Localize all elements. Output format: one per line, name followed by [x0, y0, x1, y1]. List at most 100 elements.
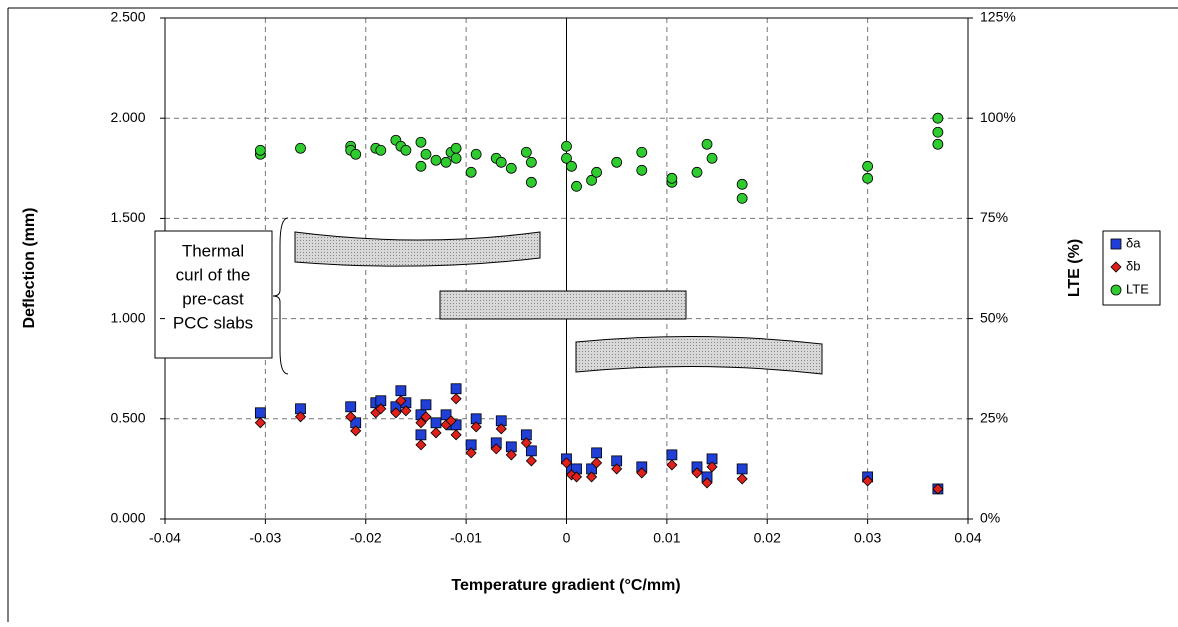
annotation-line: PCC slabs — [173, 313, 253, 332]
point — [254, 417, 266, 429]
point — [666, 459, 678, 471]
point — [636, 146, 648, 158]
point — [520, 146, 532, 158]
point — [561, 140, 572, 152]
y-tick-label: 0.500 — [110, 410, 145, 426]
point — [566, 160, 577, 172]
point — [932, 138, 944, 150]
point — [932, 112, 944, 124]
legend-label: δb — [1126, 258, 1140, 273]
y2-tick-label: 25% — [980, 410, 1008, 426]
x-axis-title: Temperature gradient (°C/mm) — [451, 577, 680, 594]
point — [390, 407, 402, 419]
point — [591, 447, 603, 459]
point — [345, 411, 357, 423]
point — [591, 166, 603, 178]
point — [350, 425, 362, 437]
x-tick-label: 0.04 — [954, 530, 981, 546]
y-tick-label: 1.500 — [110, 209, 145, 225]
point — [495, 423, 507, 435]
point — [691, 166, 703, 178]
legend-marker — [1110, 261, 1122, 273]
point — [736, 192, 748, 204]
point — [560, 457, 573, 469]
legend-marker — [1110, 238, 1122, 250]
point — [706, 461, 718, 473]
y2-tick-label: 50% — [980, 309, 1008, 325]
point — [400, 405, 412, 417]
point — [345, 401, 357, 413]
y-tick-label: 2.500 — [110, 9, 145, 25]
point — [450, 152, 462, 164]
x-tick-label: -0.03 — [249, 530, 281, 546]
point — [571, 180, 582, 192]
x-tick-label: 0.01 — [653, 530, 680, 546]
point — [525, 445, 537, 457]
point — [470, 148, 482, 160]
point — [611, 156, 623, 168]
point — [736, 463, 748, 475]
point — [520, 437, 532, 449]
point — [691, 467, 703, 479]
annotation-line: curl of the — [176, 265, 251, 284]
point — [350, 148, 362, 160]
grid — [165, 18, 968, 519]
point — [415, 429, 427, 441]
point — [440, 156, 452, 168]
point — [701, 477, 713, 489]
point — [495, 156, 507, 168]
x-tick-label: -0.02 — [350, 530, 382, 546]
legend-marker — [1110, 284, 1122, 296]
point — [375, 403, 387, 415]
y2-axis-title: LTE (%) — [1066, 239, 1083, 297]
point — [395, 395, 407, 407]
point — [415, 160, 427, 172]
point — [591, 457, 603, 469]
point — [420, 411, 432, 423]
point — [525, 176, 537, 188]
y-tick-label: 0.000 — [110, 510, 145, 526]
point — [666, 449, 678, 461]
y-tick-label: 1.000 — [110, 309, 145, 325]
point — [294, 411, 307, 423]
point — [450, 383, 462, 395]
legend-label: LTE — [1126, 281, 1149, 296]
x-tick-label: -0.01 — [450, 530, 482, 546]
point — [420, 399, 432, 411]
point — [666, 172, 678, 184]
point — [445, 415, 457, 427]
point — [525, 156, 537, 168]
y2-tick-label: 100% — [980, 109, 1016, 125]
point — [862, 160, 874, 172]
point — [254, 144, 266, 156]
point — [636, 467, 648, 479]
annotation-box — [154, 230, 273, 359]
annotation-brace — [272, 217, 289, 375]
x-tick-label: -0.04 — [149, 530, 181, 546]
point — [415, 136, 427, 148]
point — [430, 427, 442, 439]
point — [465, 166, 477, 178]
point — [932, 126, 944, 138]
point — [736, 178, 748, 190]
y2-tick-label: 125% — [980, 9, 1016, 25]
marks — [254, 112, 944, 495]
point — [636, 164, 648, 176]
y-tick-label: 2.000 — [110, 109, 145, 125]
legend-label: δa — [1126, 235, 1141, 250]
point — [470, 421, 482, 433]
point — [375, 144, 387, 156]
point — [505, 162, 517, 174]
point — [561, 152, 572, 164]
x-tick-label: 0.03 — [854, 530, 881, 546]
point — [415, 439, 427, 451]
point — [586, 471, 598, 483]
slab-curl-up — [575, 335, 823, 375]
annotation-line: pre-cast — [182, 289, 244, 308]
slab-flat — [439, 290, 687, 320]
point — [611, 463, 623, 475]
point — [736, 473, 748, 485]
point — [505, 449, 517, 461]
point — [932, 483, 944, 495]
